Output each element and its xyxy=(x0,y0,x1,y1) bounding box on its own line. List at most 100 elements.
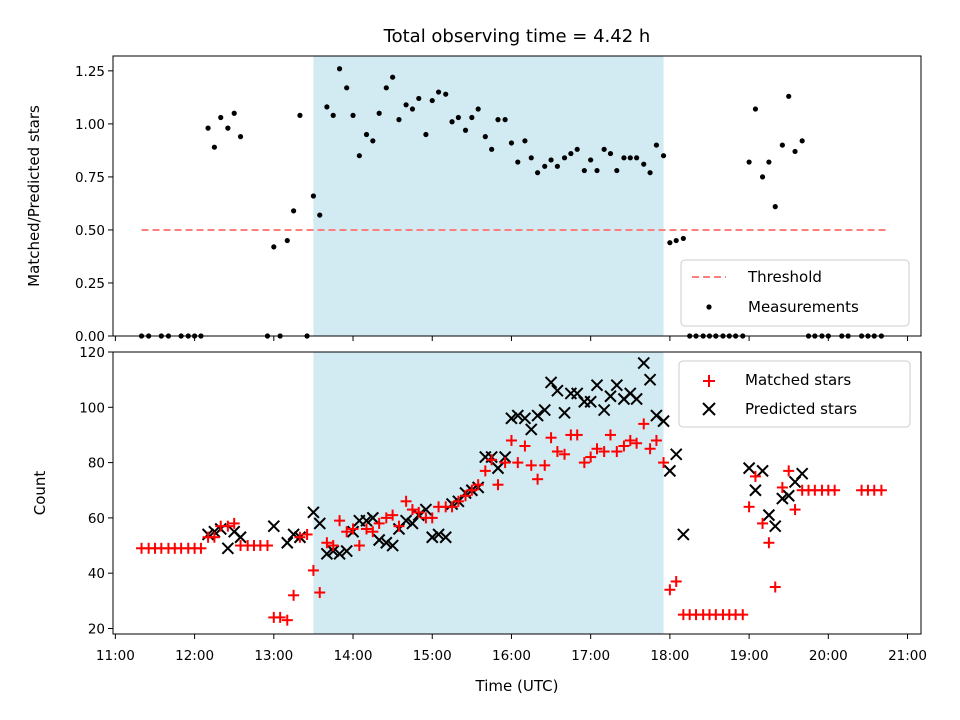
matched-star-marker xyxy=(373,517,385,529)
matched-star-marker xyxy=(274,611,286,623)
y-tick-label: 40 xyxy=(88,566,105,582)
measurement-point xyxy=(344,85,350,91)
measurement-point xyxy=(383,85,389,91)
predicted-star-marker xyxy=(505,412,518,425)
count-y-ticks: 20 40 60 80 100 120 xyxy=(79,345,113,637)
measurement-point xyxy=(409,106,416,112)
x-tick-label: 18:00 xyxy=(650,648,689,664)
predicted-star-marker xyxy=(498,450,512,464)
legend-measurements-label: Measurements xyxy=(748,298,859,316)
x-tick-label: 20:00 xyxy=(809,648,848,664)
measurement-point xyxy=(680,235,686,242)
matched-star-marker xyxy=(492,479,504,491)
measurement-point xyxy=(455,114,461,121)
matched-star-marker xyxy=(783,465,795,477)
matched-star-marker xyxy=(499,457,511,469)
predicted-star-marker xyxy=(320,547,334,561)
measurement-point xyxy=(515,159,521,165)
matched-star-marker xyxy=(341,526,353,538)
measurement-point xyxy=(792,148,798,155)
legend-threshold-label: Threshold xyxy=(747,268,822,286)
matched-star-marker xyxy=(353,540,365,552)
matched-star-marker xyxy=(644,443,656,455)
measurement-point xyxy=(429,97,435,104)
matched-star-marker xyxy=(551,446,563,458)
legend-matched-swatch xyxy=(703,375,715,387)
x-tick-label: 11:00 xyxy=(96,648,135,664)
matched-star-marker xyxy=(539,459,551,471)
predicted-star-marker xyxy=(399,514,413,527)
y-tick-label: 100 xyxy=(79,400,105,416)
x-tick-label: 21:00 xyxy=(888,648,927,664)
predicted-star-marker xyxy=(386,539,399,552)
predicted-star-marker xyxy=(208,525,221,538)
x-tick-label: 12:00 xyxy=(175,648,214,664)
matched-star-marker xyxy=(578,457,590,469)
matched-star-marker xyxy=(400,495,412,507)
measurement-point xyxy=(522,138,528,144)
measurement-point xyxy=(601,146,607,152)
measurement-point xyxy=(621,155,627,161)
ratio-x-ticks xyxy=(114,336,909,341)
matched-star-marker xyxy=(307,564,319,576)
predicted-star-marker xyxy=(366,511,380,525)
predicted-star-marker xyxy=(406,517,419,530)
ratio-y-ticks: 0.00 0.25 0.50 0.75 1.00 1.25 xyxy=(75,64,113,345)
measurement-point xyxy=(211,144,217,150)
matched-star-marker xyxy=(222,520,234,532)
predicted-star-marker xyxy=(518,412,532,425)
ratio-panel: 0.00 0.25 0.50 0.75 1.00 1.25 Matched/Predict… xyxy=(25,55,922,345)
predicted-star-marker xyxy=(657,414,670,428)
measurement-point xyxy=(660,153,667,159)
measurement-point xyxy=(475,106,481,112)
y-tick-label: 0.25 xyxy=(75,276,105,292)
legend-predicted-label: Predicted stars xyxy=(745,400,857,418)
measurement-point xyxy=(271,244,277,250)
predicted-star-marker xyxy=(333,547,346,561)
matched-star-marker xyxy=(776,481,788,493)
matched-star-marker xyxy=(829,484,841,496)
matched-star-marker xyxy=(571,429,583,441)
predicted-star-marker xyxy=(670,448,683,461)
measurement-point xyxy=(390,74,396,80)
measurement-point xyxy=(614,167,620,174)
x-tick-label: 17:00 xyxy=(571,648,610,664)
measurement-point xyxy=(647,170,653,176)
predicted-star-marker xyxy=(795,467,809,480)
observing-window-band xyxy=(313,56,664,336)
matched-star-marker xyxy=(604,429,616,441)
matched-star-marker xyxy=(460,490,472,502)
measurement-point xyxy=(746,159,752,165)
predicted-star-marker xyxy=(610,378,624,392)
measurement-point xyxy=(291,208,297,214)
measurement-point xyxy=(396,117,402,123)
measurement-point xyxy=(495,117,501,123)
measurement-point xyxy=(786,93,792,99)
matched-star-marker xyxy=(611,446,623,458)
matched-star-marker xyxy=(769,581,781,593)
matched-star-marker xyxy=(505,434,517,446)
predicted-star-marker xyxy=(380,536,393,549)
measurement-point xyxy=(634,155,640,161)
matched-star-marker xyxy=(406,504,418,516)
matched-star-marker xyxy=(624,434,636,446)
predicted-star-marker xyxy=(756,464,769,478)
measurement-point xyxy=(502,117,508,123)
predicted-star-marker xyxy=(544,376,558,389)
y-tick-label: 20 xyxy=(88,621,105,637)
measurement-point xyxy=(462,127,469,133)
predicted-star-marker xyxy=(558,406,571,420)
y-tick-label: 60 xyxy=(88,511,105,527)
measurement-point xyxy=(528,155,534,161)
measurement-point xyxy=(435,89,442,95)
predicted-star-marker xyxy=(307,506,320,519)
measurement-point xyxy=(799,138,805,144)
measurement-point xyxy=(667,240,673,246)
legend-predicted-swatch xyxy=(702,402,716,416)
matched-star-marker xyxy=(559,448,571,460)
measurement-point xyxy=(607,150,614,157)
measurement-point xyxy=(508,140,515,146)
legend-measurements-swatch xyxy=(706,304,712,310)
matched-star-marker xyxy=(334,515,346,527)
matched-star-marker xyxy=(294,531,306,543)
